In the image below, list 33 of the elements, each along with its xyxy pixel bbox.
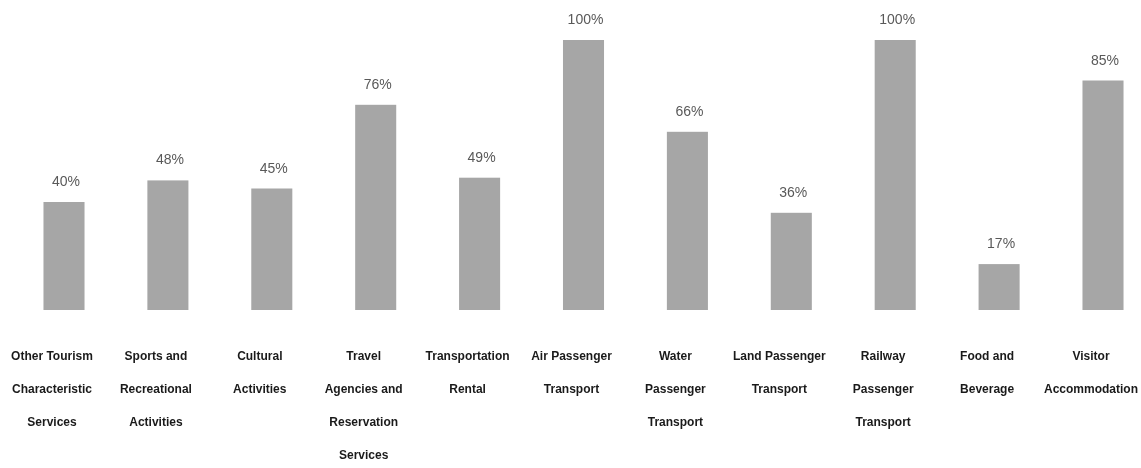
bar: [562, 40, 605, 310]
bar: [459, 177, 501, 310]
data-label: 36%: [779, 183, 808, 200]
bar: [147, 180, 189, 310]
bar: [355, 104, 397, 310]
data-label: 76%: [363, 75, 392, 92]
data-label: 48%: [155, 151, 184, 168]
bar: [978, 264, 1020, 310]
category-label: Land Passenger Transport: [732, 349, 826, 396]
category-label: Food and Beverage: [960, 349, 1015, 396]
bar: [251, 188, 293, 310]
data-label: 100%: [879, 11, 916, 27]
data-label: 17%: [987, 235, 1016, 252]
bar: [770, 212, 812, 310]
category-label: Air Passenger Transport: [531, 349, 612, 396]
bar: [43, 202, 85, 310]
category-label: Cultural Activities: [233, 349, 287, 396]
data-label: 49%: [467, 148, 496, 165]
data-label: 40%: [51, 173, 81, 189]
category-label: Travel Agencies and Reservation Services: [324, 349, 403, 462]
category-label: Visitor Accommodation: [1043, 349, 1139, 396]
bar: [666, 131, 708, 310]
bar: [874, 40, 916, 310]
category-label: Railway Passenger Transport: [852, 349, 914, 429]
data-label: 100%: [567, 11, 604, 27]
data-label: 45%: [259, 159, 288, 176]
category-label: Water Passenger Transport: [645, 349, 706, 429]
bar: [1082, 80, 1124, 310]
data-label: 66%: [675, 102, 704, 119]
category-label: Other Tourism Characteristic Services: [11, 349, 93, 429]
data-label: 85%: [1090, 51, 1120, 68]
category-label: Transportation Rental: [425, 349, 510, 396]
category-label: Sports and Recreational Activities: [119, 349, 192, 429]
